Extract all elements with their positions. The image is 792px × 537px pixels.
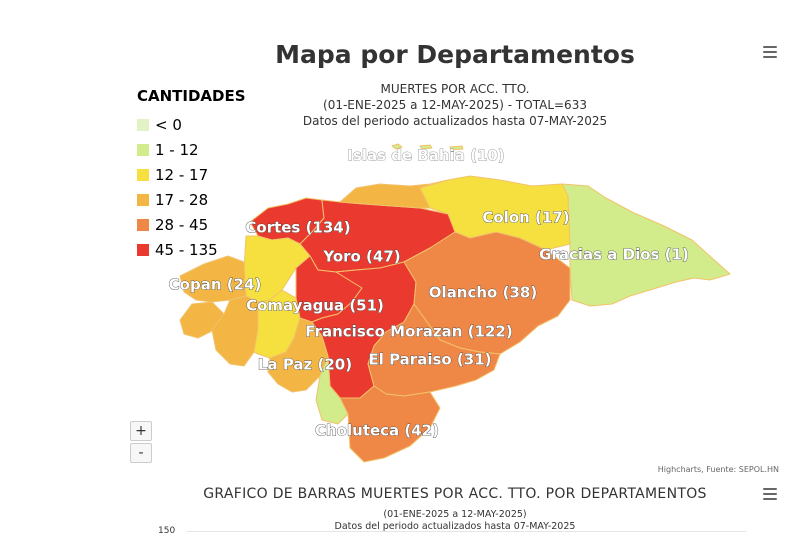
legend-swatch: [137, 169, 149, 181]
region-choluteca[interactable]: [339, 385, 441, 463]
legend-item[interactable]: 1 - 12: [137, 141, 199, 159]
map-export-menu-icon[interactable]: [763, 46, 777, 58]
credits: Highcharts, Fuente: SEPOL.HN: [657, 465, 779, 474]
bar-y-tick: 150: [158, 526, 176, 536]
legend-swatch: [137, 119, 149, 131]
map-subtitle-line-2: (01-ENE-2025 a 12-MAY-2025) - TOTAL=633: [323, 98, 587, 112]
legend-swatch: [137, 194, 149, 206]
legend-item[interactable]: 28 - 45: [137, 216, 208, 234]
legend-label: < 0: [155, 116, 182, 134]
region-islas-de-bahia[interactable]: [391, 143, 403, 150]
legend-label: 1 - 12: [155, 141, 199, 159]
region-label: El Paraiso (31): [368, 351, 491, 369]
region-label: Yoro (47): [322, 248, 400, 266]
region-label: Choluteca (42): [315, 422, 439, 440]
legend-label: 45 - 135: [155, 241, 218, 259]
bar-chart-title: GRAFICO DE BARRAS MUERTES POR ACC. TTO. …: [203, 486, 707, 502]
region-label: Francisco Morazan (122): [305, 323, 512, 341]
region-label: Colon (17): [482, 209, 569, 227]
bar-subtitle-line-1: (01-ENE-2025 a 12-MAY-2025): [383, 509, 527, 520]
region-label: Olancho (38): [429, 284, 537, 302]
bar-gridline: [186, 531, 746, 532]
map-subtitle-line-1: MUERTES POR ACC. TTO.: [380, 82, 530, 96]
legend-label: 28 - 45: [155, 216, 209, 234]
region-label: Copan (24): [169, 276, 262, 294]
legend-item[interactable]: 17 - 28: [137, 191, 208, 209]
region-label: Cortes (134): [245, 219, 350, 237]
legend-title: CANTIDADES: [137, 87, 246, 105]
region-islas-de-bahia[interactable]: [419, 144, 433, 150]
legend-swatch: [137, 219, 149, 231]
region-atlantida[interactable]: [339, 179, 449, 209]
legend-label: 17 - 28: [155, 191, 209, 209]
zoom-in-button[interactable]: +: [130, 421, 152, 441]
bar-export-menu-icon[interactable]: [763, 488, 777, 500]
region-label: Gracias a Dios (1): [539, 246, 689, 264]
region-label: La Paz (20): [258, 356, 352, 374]
legend-item[interactable]: 12 - 17: [137, 166, 208, 184]
legend-item[interactable]: < 0: [137, 116, 182, 134]
legend-swatch: [137, 144, 149, 156]
region-islas-de-bahia[interactable]: [449, 145, 464, 151]
zoom-out-button[interactable]: -: [130, 443, 152, 463]
bar-subtitle-line-2: Datos del periodo actualizados hasta 07-…: [334, 521, 576, 532]
region-label: Comayagua (51): [246, 297, 384, 315]
legend-item[interactable]: 45 - 135: [137, 241, 218, 259]
region-label: Islas de Bahia (10): [347, 147, 504, 165]
map-title: Mapa por Departamentos: [275, 40, 635, 69]
legend-swatch: [137, 244, 149, 256]
map-subtitle-line-3: Datos del periodo actualizados hasta 07-…: [302, 114, 608, 128]
legend-label: 12 - 17: [155, 166, 209, 184]
